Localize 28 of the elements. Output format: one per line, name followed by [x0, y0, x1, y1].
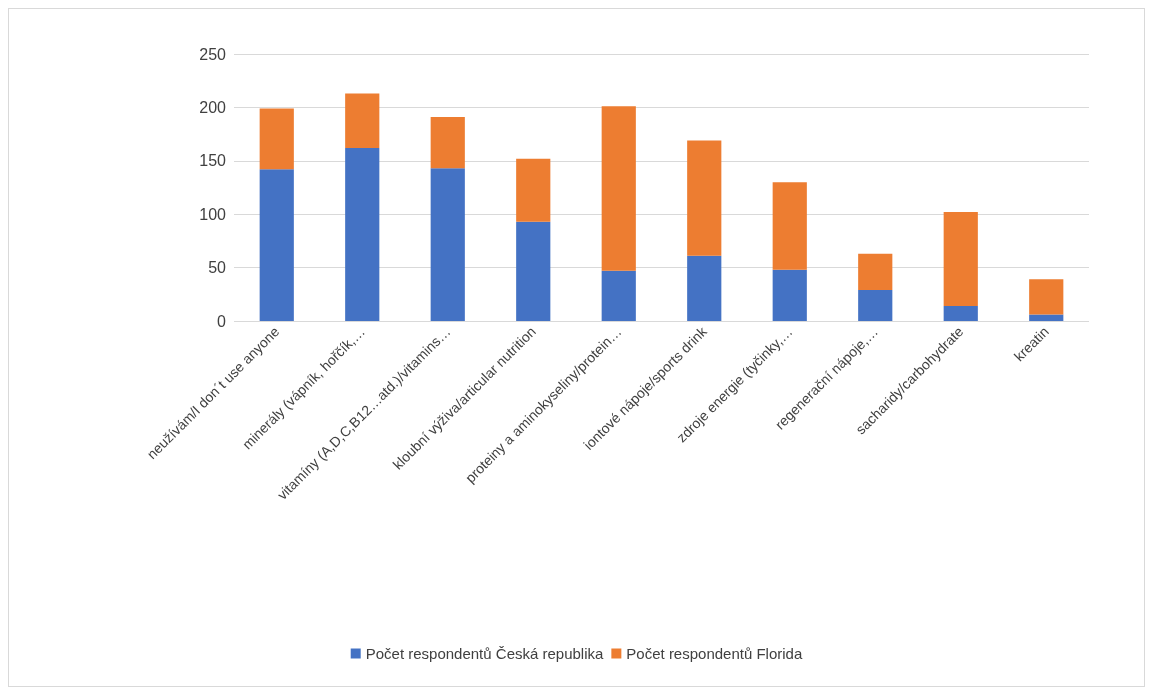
- bar: [772, 182, 807, 270]
- bar: [259, 108, 294, 170]
- legend-label: Počet respondentů Česká republika: [365, 645, 605, 662]
- bar: [601, 270, 636, 321]
- y-tick-label: 100: [199, 205, 227, 223]
- y-tick-label: 0: [217, 312, 227, 330]
- bar: [687, 255, 722, 321]
- bar: [345, 147, 380, 321]
- bar: [858, 290, 893, 321]
- bar: [943, 306, 978, 321]
- bar: [1029, 279, 1064, 315]
- bar: [1029, 314, 1064, 321]
- bar: [943, 212, 978, 307]
- bar: [601, 106, 636, 271]
- bar: [430, 117, 465, 169]
- y-tick-label: 200: [199, 98, 227, 116]
- y-tick-label: 50: [208, 259, 227, 277]
- bar: [516, 221, 551, 321]
- y-tick-label: 150: [199, 152, 227, 170]
- legend-label: Počet respondentů Florida: [626, 645, 803, 662]
- bar: [858, 253, 893, 291]
- bar: [687, 140, 722, 256]
- bar: [259, 169, 294, 321]
- bar: [430, 168, 465, 321]
- y-tick-label: 250: [199, 45, 227, 63]
- bar: [345, 93, 380, 148]
- bar: [772, 269, 807, 321]
- bar: [516, 158, 551, 222]
